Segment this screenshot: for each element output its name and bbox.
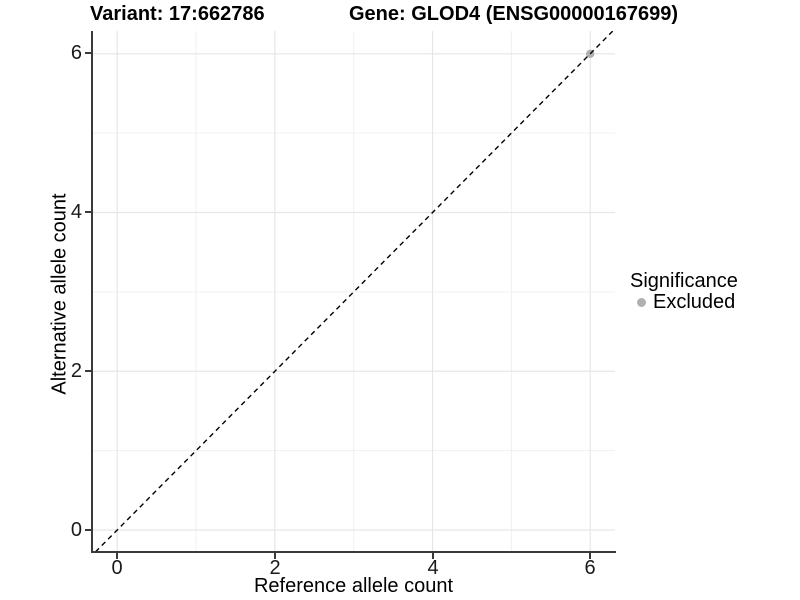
gene-title: Gene: GLOD4 (ENSG00000167699) <box>349 3 679 25</box>
y-tick-label: 0 <box>70 519 82 541</box>
y-tick-label: 6 <box>70 42 82 64</box>
legend-item-label: Excluded <box>653 291 736 313</box>
plot-panel <box>92 31 615 552</box>
x-tick-mark <box>274 553 276 559</box>
y-tick-mark <box>85 529 91 531</box>
plot-area-svg <box>92 31 615 552</box>
x-tick-label: 0 <box>111 557 123 579</box>
y-tick-mark <box>85 370 91 372</box>
y-tick-label: 2 <box>70 360 82 382</box>
x-tick-label: 2 <box>269 557 281 579</box>
y-axis-line <box>91 31 93 553</box>
x-tick-mark <box>589 553 591 559</box>
y-axis-title: Alternative allele count <box>48 193 71 395</box>
legend: Significance Excluded <box>630 270 738 313</box>
y-tick-label: 4 <box>70 201 82 223</box>
x-axis-title: Reference allele count <box>253 575 453 597</box>
x-tick-label: 6 <box>584 557 596 579</box>
x-axis-line <box>91 551 616 553</box>
legend-title: Significance <box>630 270 738 292</box>
legend-point-icon <box>637 298 646 307</box>
x-tick-mark <box>116 553 118 559</box>
y-tick-mark <box>85 211 91 213</box>
x-tick-label: 4 <box>427 557 439 579</box>
x-tick-mark <box>432 553 434 559</box>
legend-item: Excluded <box>630 292 738 313</box>
variant-title: Variant: 17:662786 <box>90 3 265 25</box>
y-tick-mark <box>85 52 91 54</box>
